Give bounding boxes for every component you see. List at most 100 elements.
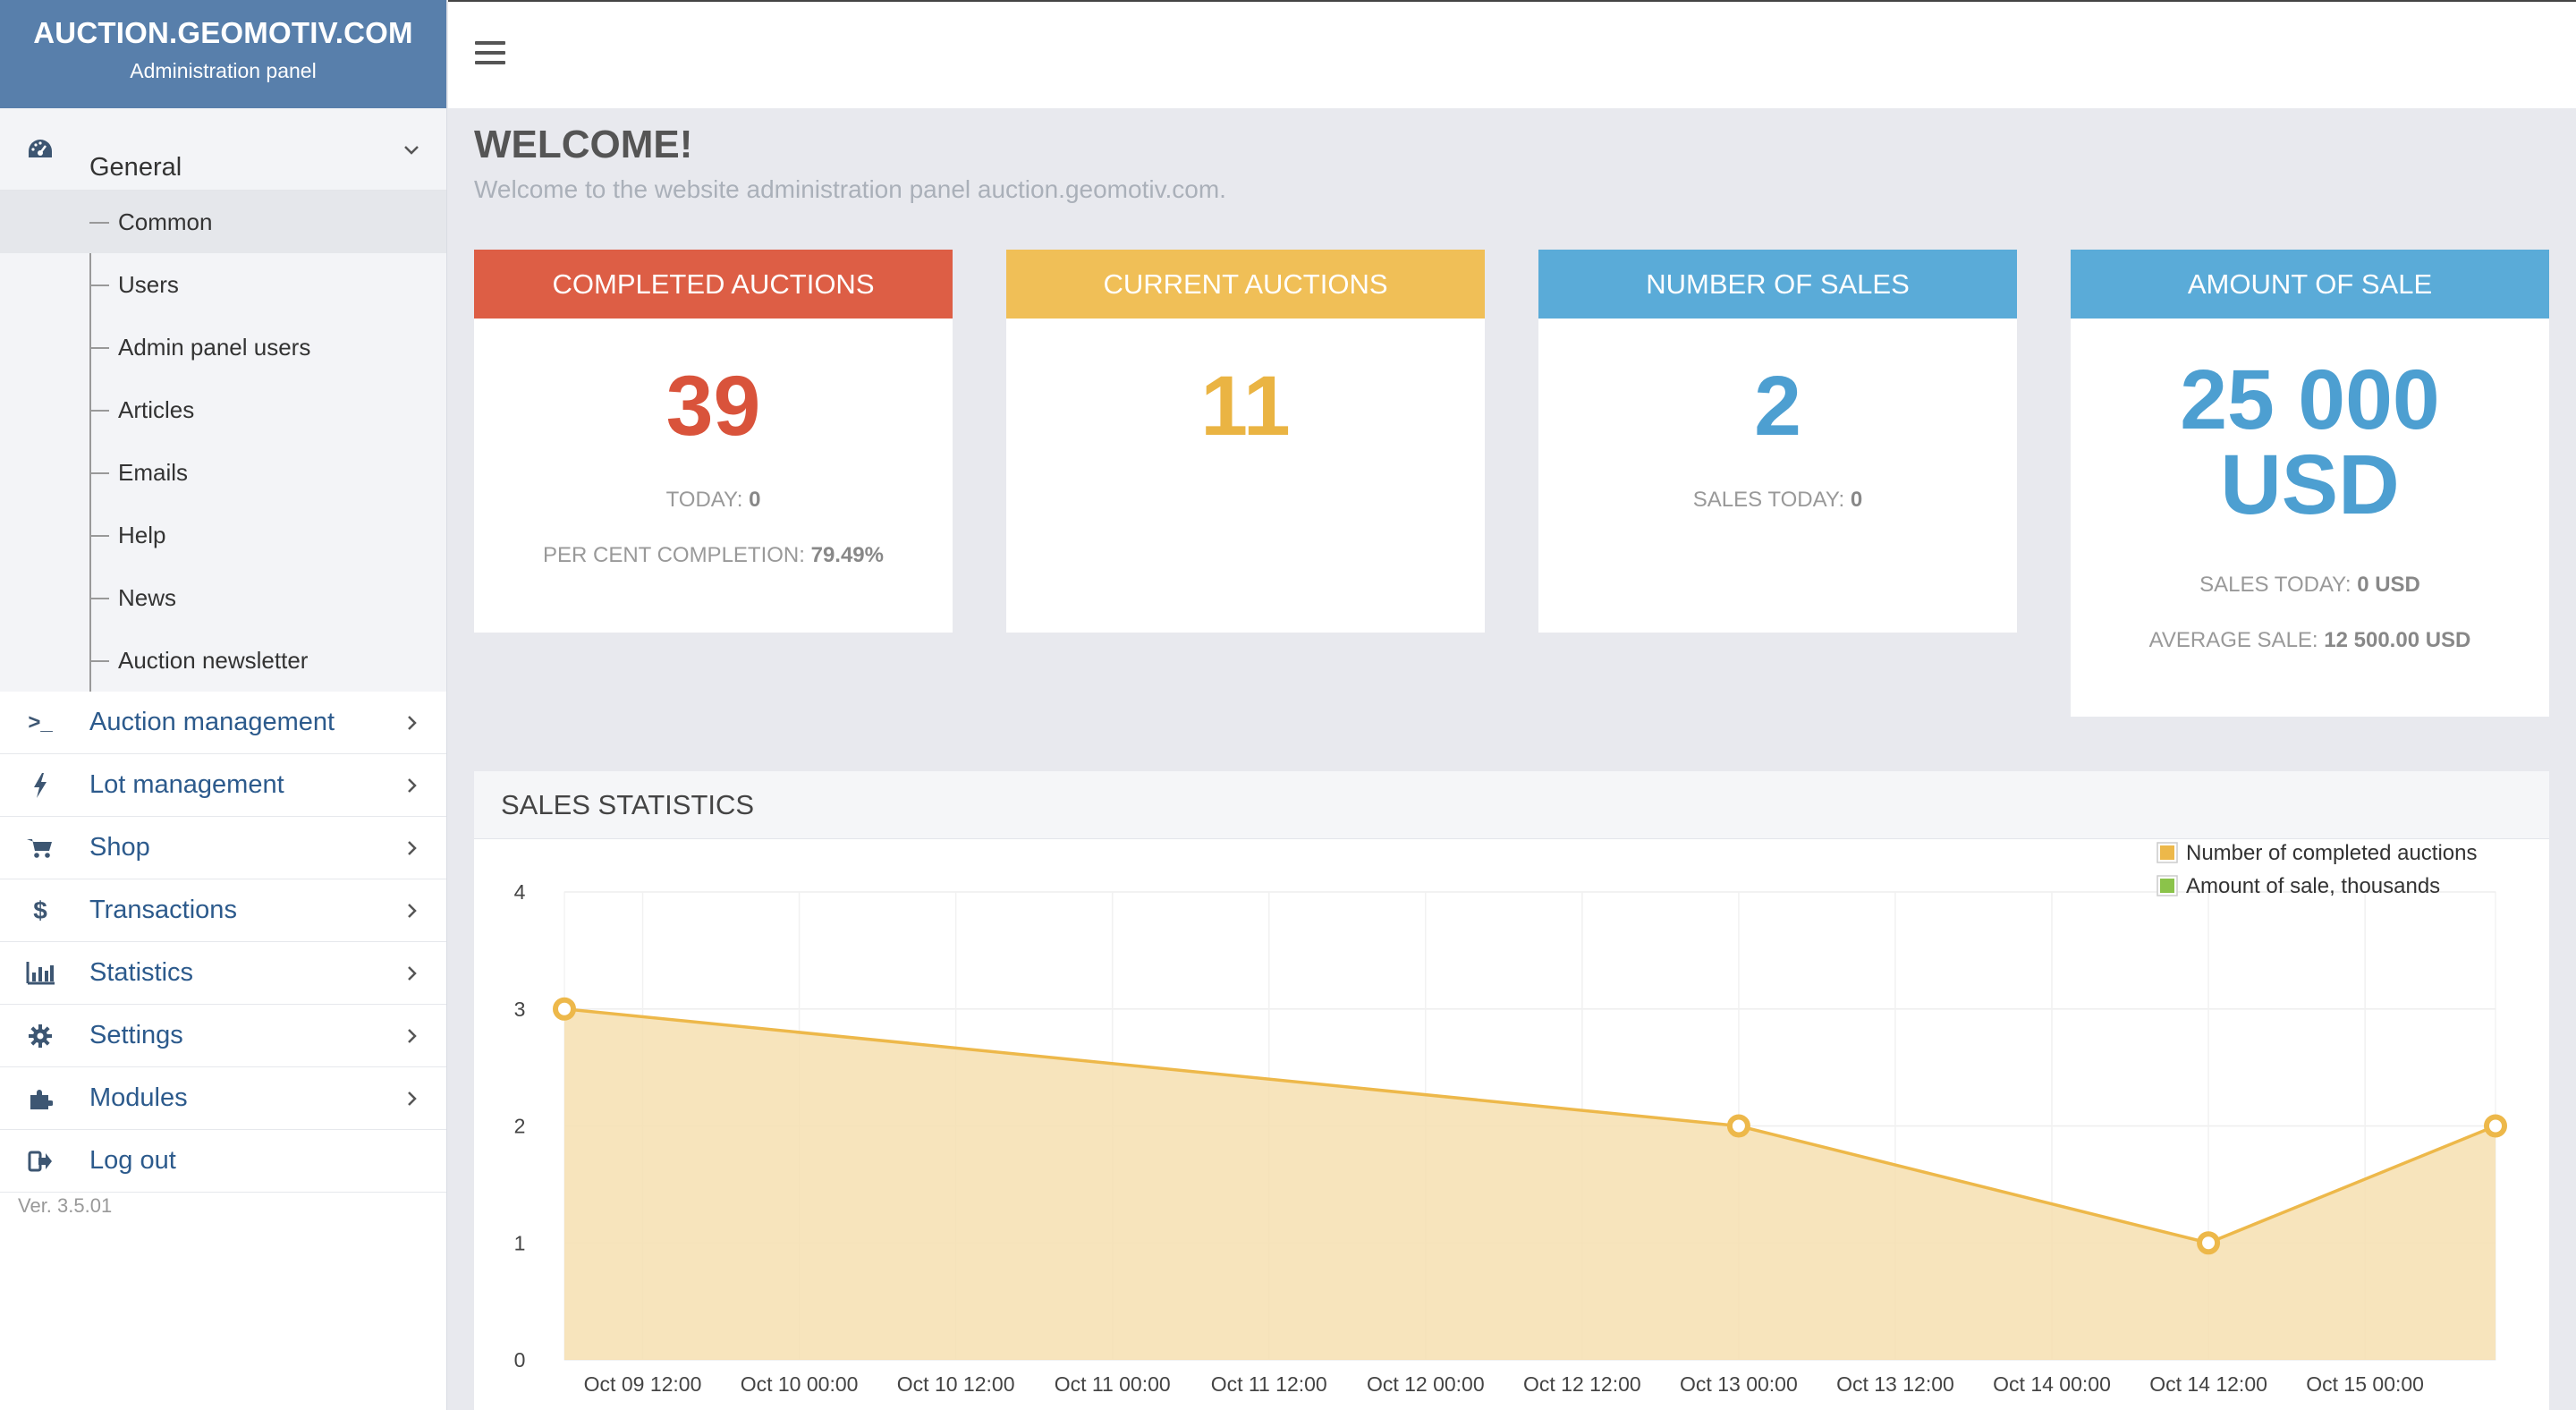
card-today-label: SALES TODAY:	[2199, 573, 2351, 597]
x-tick-label: Oct 13 00:00	[1680, 1372, 1798, 1396]
sidebar-item-label: Auction management	[89, 708, 335, 736]
card-today-line: TODAY: 0	[474, 488, 953, 513]
y-tick-label: 0	[514, 1348, 526, 1372]
card-percent-value: 79.49%	[810, 543, 884, 567]
submenu-item-admin-panel-users[interactable]: Admin panel users	[0, 316, 446, 378]
submenu-item-users[interactable]: Users	[0, 253, 446, 316]
version-label: Ver. 3.5.01	[18, 1194, 113, 1217]
sidebar-item-label: Shop	[89, 833, 150, 862]
brand-header: AUCTION.GEOMOTIV.COM Administration pane…	[0, 0, 446, 108]
card-today-value: 0 USD	[2357, 573, 2420, 597]
chevron-down-icon	[404, 145, 419, 155]
card-value-currency: USD	[2220, 437, 2400, 532]
x-tick-label: Oct 10 12:00	[897, 1372, 1015, 1396]
sidebar-item-statistics[interactable]: Statistics	[0, 942, 446, 1005]
sidebar-item-shop[interactable]: Shop	[0, 817, 446, 879]
series-area	[564, 1008, 2496, 1360]
terminal-icon: >_	[28, 709, 53, 735]
top-bar	[448, 0, 2576, 108]
legend-label: Amount of sale, thousands	[2186, 874, 2440, 898]
number-of-sales-card: NUMBER OF SALES 2 SALES TODAY: 0	[1538, 250, 2017, 633]
sales-statistics-panel: SALES STATISTICS 0 1 2 3 4 Oct 09 12:00 Oct 10…	[474, 771, 2549, 1410]
sidebar-item-auction-management[interactable]: >_ Auction management	[0, 692, 446, 754]
card-value-amount: 25 000	[2180, 352, 2440, 447]
sidebar-item-modules[interactable]: Modules	[0, 1067, 446, 1130]
sidebar-item-lot-management[interactable]: Lot management	[0, 754, 446, 817]
sidebar-item-label: Modules	[89, 1083, 188, 1112]
card-value: 11	[1200, 359, 1291, 454]
puzzle-icon	[25, 1083, 55, 1114]
card-average-value: 12 500.00 USD	[2324, 628, 2471, 652]
bolt-icon	[25, 770, 55, 801]
chevron-right-icon	[408, 840, 417, 855]
sidebar-item-label: Statistics	[89, 958, 194, 987]
chevron-right-icon	[408, 903, 417, 918]
chevron-right-icon	[408, 1028, 417, 1043]
submenu-item-common[interactable]: Common	[0, 191, 446, 253]
submenu-label: News	[118, 583, 177, 611]
card-percent-line: PER CENT COMPLETION: 79.49%	[474, 543, 953, 568]
card-title: CURRENT AUCTIONS	[1006, 250, 1485, 319]
submenu-item-auction-newsletter[interactable]: Auction newsletter	[0, 629, 446, 692]
card-today-value: 0	[749, 488, 761, 512]
submenu-item-news[interactable]: News	[0, 566, 446, 629]
dollar-icon: $	[33, 896, 47, 924]
hamburger-menu-icon[interactable]	[475, 41, 505, 68]
card-title: COMPLETED AUCTIONS	[474, 250, 953, 319]
y-tick-label: 2	[514, 1115, 526, 1138]
submenu-label: Common	[118, 208, 213, 235]
sidebar-item-label: Lot management	[89, 770, 284, 799]
sidebar-item-logout[interactable]: Log out	[0, 1130, 446, 1193]
submenu-item-emails[interactable]: Emails	[0, 441, 446, 504]
chevron-right-icon	[408, 1091, 417, 1106]
sidebar-item-label: General	[89, 153, 182, 182]
card-today-line: SALES TODAY: 0 USD	[2071, 573, 2549, 598]
x-tick-label: Oct 15 00:00	[2306, 1372, 2424, 1396]
card-average-label: AVERAGE SALE:	[2148, 628, 2318, 652]
sales-chart: 0 1 2 3 4 Oct 09 12:00 Oct 10 00:00 Oct 10 12:0…	[514, 841, 2507, 1396]
legend-swatch	[2160, 845, 2174, 860]
x-tick-label: Oct 09 12:00	[584, 1372, 702, 1396]
x-tick-label: Oct 14 12:00	[2149, 1372, 2267, 1396]
x-tick-label: Oct 12 12:00	[1523, 1372, 1641, 1396]
chevron-right-icon	[408, 965, 417, 981]
data-point	[553, 997, 576, 1021]
card-today-label: TODAY:	[665, 488, 743, 512]
completed-auctions-card: COMPLETED AUCTIONS 39 TODAY: 0 PER CENT …	[474, 250, 953, 633]
x-tick-label: Oct 12 00:00	[1367, 1372, 1485, 1396]
x-tick-label: Oct 11 00:00	[1055, 1372, 1171, 1396]
data-point	[2484, 1114, 2507, 1138]
x-tick-label: Oct 13 12:00	[1836, 1372, 1954, 1396]
chevron-right-icon	[408, 715, 417, 730]
bar-chart-icon	[25, 958, 55, 989]
sidebar-item-general[interactable]: General	[0, 108, 446, 191]
sidebar-item-settings[interactable]: Settings	[0, 1005, 446, 1067]
data-point	[2197, 1231, 2221, 1255]
sidebar-item-label: Settings	[89, 1021, 183, 1049]
x-tick-label: Oct 10 00:00	[741, 1372, 859, 1396]
submenu-item-help[interactable]: Help	[0, 504, 446, 566]
card-value: 39	[665, 359, 761, 454]
sidebar-item-label: Transactions	[89, 896, 237, 924]
legend-label: Number of completed auctions	[2186, 841, 2478, 865]
card-value: 2	[1754, 359, 1801, 454]
panel-title: SALES STATISTICS	[474, 771, 2549, 839]
chevron-right-icon	[408, 777, 417, 793]
submenu-label: Auction newsletter	[118, 646, 309, 674]
sidebar: AUCTION.GEOMOTIV.COM Administration pane…	[0, 0, 447, 1410]
card-today-label: SALES TODAY:	[1692, 488, 1845, 512]
submenu-label: Users	[118, 270, 179, 298]
data-point	[1726, 1114, 1750, 1138]
y-tick-label: 4	[514, 880, 526, 904]
submenu-label: Emails	[118, 458, 189, 486]
y-tick-label: 3	[514, 998, 526, 1021]
sidebar-item-label: Log out	[89, 1146, 176, 1175]
sidebar-item-transactions[interactable]: $ Transactions	[0, 879, 446, 942]
x-tick-label: Oct 14 00:00	[1993, 1372, 2111, 1396]
y-tick-label: 1	[514, 1231, 526, 1254]
cart-icon	[25, 833, 55, 863]
legend-swatch	[2160, 879, 2174, 893]
submenu-item-articles[interactable]: Articles	[0, 378, 446, 441]
brand-title: AUCTION.GEOMOTIV.COM	[33, 16, 413, 49]
logout-icon	[25, 1146, 55, 1176]
